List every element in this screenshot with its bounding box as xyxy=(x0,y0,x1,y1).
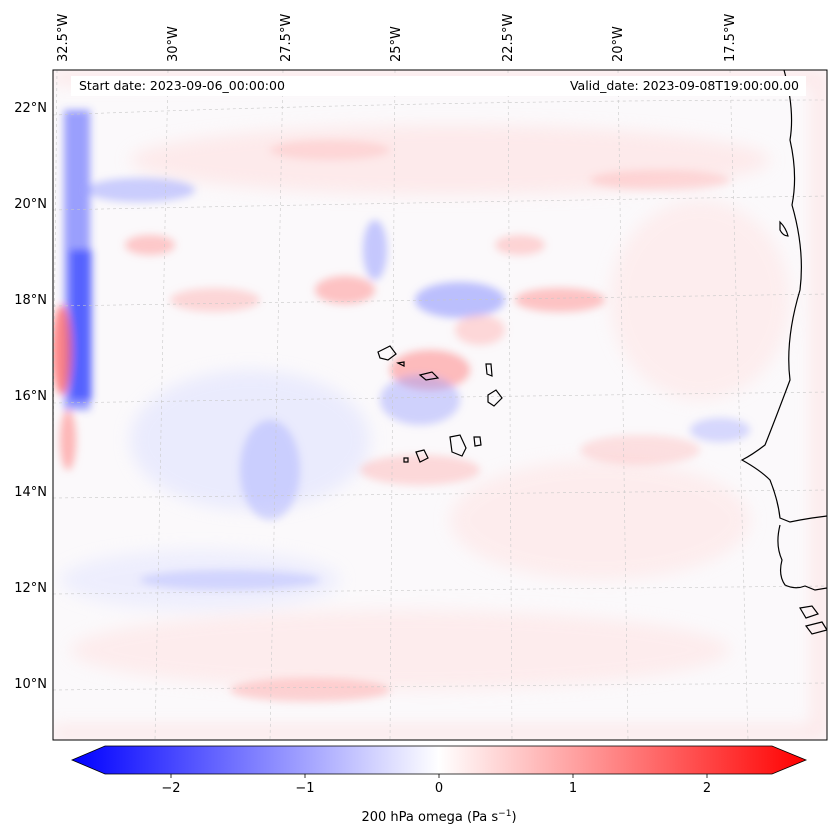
lat-label-14n: 14°N xyxy=(14,485,47,500)
colorbar-ticks xyxy=(170,774,708,778)
cape-verde-islands xyxy=(377,345,503,463)
lat-label-10n: 10°N xyxy=(14,677,47,692)
graticule xyxy=(53,70,827,740)
lon-label-20w: 20°W xyxy=(611,26,626,62)
lat-label-18n: 18°N xyxy=(14,293,47,308)
info-box-bg xyxy=(71,76,806,96)
map-frame xyxy=(52,69,828,741)
lon-label-22.5w: 22.5°W xyxy=(501,14,516,62)
latitude-labels: 22°N 20°N 18°N 16°N 14°N 12°N 10°N xyxy=(14,101,47,692)
lat-label-16n: 16°N xyxy=(14,389,47,404)
lon-label-17.5w: 17.5°W xyxy=(723,14,738,62)
colorbar-tick-label: 2 xyxy=(703,781,711,796)
colorbar: −2 −1 0 1 2 200 hPa omega (Pa s−1) xyxy=(70,745,808,825)
map-panel[interactable] xyxy=(50,70,827,740)
lat-label-20n: 20°N xyxy=(14,197,47,212)
colorbar-tick-label: −1 xyxy=(295,781,314,796)
valid-date-label: Valid_date: 2023-09-08T19:00:00.00 xyxy=(570,78,799,93)
lon-label-27.5w: 27.5°W xyxy=(279,14,294,62)
start-date-label: Start date: 2023-09-06_00:00:00 xyxy=(79,78,285,93)
lon-label-30w: 30°W xyxy=(166,26,181,62)
lon-label-25w: 25°W xyxy=(389,26,404,62)
colorbar-tick-label: 0 xyxy=(435,781,443,796)
colorbar-title: 200 hPa omega (Pa s−1) xyxy=(361,809,516,825)
lat-label-22n: 22°N xyxy=(14,101,47,116)
coastline xyxy=(740,70,827,635)
colorbar-tick-label: 1 xyxy=(569,781,577,796)
lat-label-12n: 12°N xyxy=(14,581,47,596)
longitude-labels: 32.5°W 30°W 27.5°W 25°W 22.5°W 20°W 17.5… xyxy=(56,14,738,62)
colorbar-tick-label: −2 xyxy=(161,781,180,796)
lon-label-32.5w: 32.5°W xyxy=(56,14,71,62)
omega-field xyxy=(53,70,827,740)
colorbar-bar xyxy=(70,745,808,775)
